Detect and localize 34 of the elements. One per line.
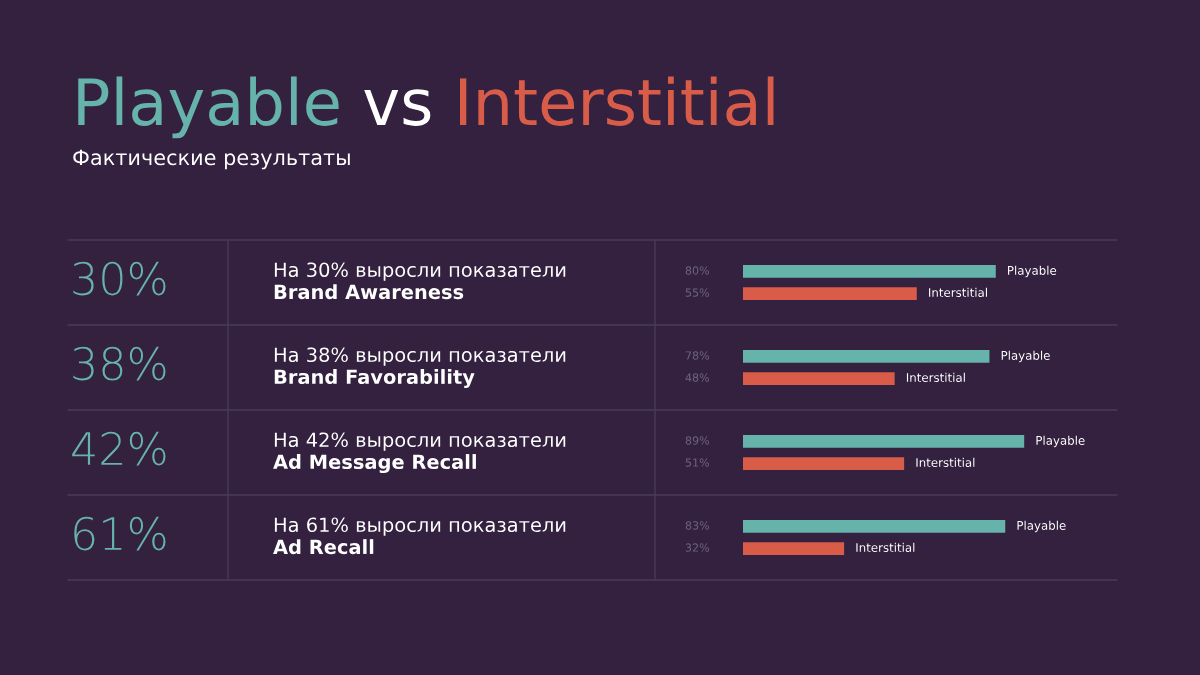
bar <box>743 265 996 278</box>
text: 38% <box>73 346 166 381</box>
text: Interstitial <box>906 372 965 382</box>
data-label: 51% <box>685 458 710 467</box>
bar <box>743 350 990 363</box>
y-tick-label: На 38% выросли показатели Brand Favorability <box>274 347 566 389</box>
y-tick-label: На 42% выросли показатели Ad Message Recall <box>273 432 566 474</box>
data-label: 89% <box>685 436 710 445</box>
text: Playable <box>1008 265 1057 278</box>
text: Interstitial <box>856 542 915 552</box>
series-label: Playable <box>1017 520 1066 533</box>
text: Interstitial <box>916 457 975 467</box>
data-label: 78% <box>685 351 710 360</box>
data-label: 32% <box>685 543 710 552</box>
bar <box>743 520 1006 533</box>
bar <box>743 542 845 555</box>
data-label: 83% <box>685 521 710 530</box>
chart-title: Playable vs Interstitial <box>78 76 774 139</box>
text: Playable <box>1036 435 1085 448</box>
bar <box>743 457 905 470</box>
text: Фактические результаты <box>73 149 350 170</box>
y-tick-label: На 30% выросли показатели Brand Awareness <box>274 262 566 300</box>
y-tick-label: На 61% выросли показатели Ad Recall <box>273 517 566 555</box>
text: 61% <box>74 516 166 551</box>
data-label: 48% <box>685 373 710 382</box>
text: 42% <box>72 431 166 466</box>
bar <box>743 372 895 385</box>
bar <box>743 435 1025 448</box>
text: 30% <box>73 261 166 296</box>
bar <box>743 287 917 300</box>
text: Playable <box>1001 350 1050 363</box>
series-label: Interstitial <box>929 287 987 297</box>
data-label: 80% <box>685 266 710 275</box>
data-label: 55% <box>685 288 710 297</box>
